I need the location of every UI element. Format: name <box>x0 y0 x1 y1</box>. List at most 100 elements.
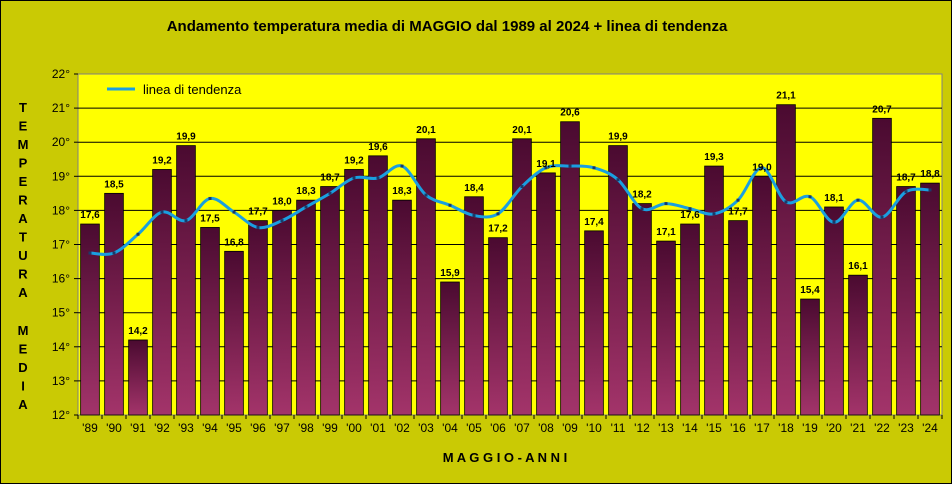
trend-point <box>784 200 788 204</box>
x-tick-label: '97 <box>274 421 290 435</box>
bar <box>848 274 868 416</box>
trend-point <box>688 207 692 211</box>
trend-point <box>184 219 188 223</box>
bar <box>200 227 220 416</box>
legend: linea di tendenza <box>107 82 242 97</box>
data-label: 20,1 <box>416 125 436 136</box>
data-label: 19,9 <box>608 132 628 143</box>
bar <box>752 175 772 416</box>
x-tick-label: '22 <box>874 421 890 435</box>
bar <box>224 250 244 416</box>
trend-point <box>448 203 452 207</box>
trend-point <box>232 210 236 214</box>
x-tick-label: '99 <box>322 421 338 435</box>
bar <box>728 220 748 416</box>
x-axis-label: M A G G I O - A N N I <box>443 450 567 465</box>
y-tick-label: 15° <box>52 306 70 320</box>
data-label: 19,1 <box>536 159 556 170</box>
data-label: 18,8 <box>920 169 940 180</box>
y-axis-label-letter: E <box>19 119 28 134</box>
x-tick-label: '95 <box>226 421 242 435</box>
x-tick-label: '23 <box>898 421 914 435</box>
y-tick-label: 20° <box>52 135 70 149</box>
trend-point <box>592 166 596 170</box>
x-tick-label: '92 <box>154 421 170 435</box>
x-tick-label: '14 <box>682 421 698 435</box>
data-label: 18,3 <box>296 186 316 197</box>
x-tick-label: '93 <box>178 421 194 435</box>
y-axis-label-letter: M <box>18 137 29 152</box>
y-axis-label-letter: A <box>18 285 28 300</box>
bar <box>320 186 340 416</box>
bar <box>296 199 316 416</box>
bar <box>152 169 172 416</box>
data-label: 19,3 <box>704 152 724 163</box>
bar <box>560 121 580 416</box>
trend-point <box>880 215 884 219</box>
x-tick-label: '94 <box>202 421 218 435</box>
x-tick-label: '08 <box>538 421 554 435</box>
trend-point <box>832 220 836 224</box>
trend-point <box>496 212 500 216</box>
trend-point <box>328 191 332 195</box>
y-axis-label-letter: M <box>18 323 29 338</box>
data-label: 14,2 <box>128 326 148 337</box>
y-tick-label: 21° <box>52 101 70 115</box>
x-tick-label: '10 <box>586 421 602 435</box>
x-tick-label: '98 <box>298 421 314 435</box>
bar <box>176 145 196 416</box>
data-label: 21,1 <box>776 91 796 102</box>
trend-point <box>376 176 380 180</box>
data-label: 17,5 <box>200 213 220 224</box>
x-tick-label: '89 <box>82 421 98 435</box>
x-tick-label: '20 <box>826 421 842 435</box>
trend-point <box>664 202 668 206</box>
trend-point <box>280 219 284 223</box>
bar <box>776 104 796 416</box>
data-label: 19,6 <box>368 142 388 153</box>
y-axis-label-letter: R <box>18 267 28 282</box>
x-tick-label: '91 <box>130 421 146 435</box>
trend-point <box>520 185 524 189</box>
bar <box>920 182 940 416</box>
bar <box>104 192 124 416</box>
y-axis-ticks: 12° 13° 14° 15° 16° 17° 18° 19° 20° 21° 22° <box>52 67 78 422</box>
y-tick-label: 22° <box>52 67 70 81</box>
x-axis-ticks: '89 '90 '91 '92 '93 '94 '95 '96 '97 '98 '99 '00 '01 '… <box>77 415 943 435</box>
y-tick-label: 18° <box>52 203 70 217</box>
trend-point <box>928 188 932 192</box>
x-tick-label: '90 <box>106 421 122 435</box>
data-label: 17,7 <box>728 207 748 218</box>
y-axis-label-letter: T <box>19 100 27 115</box>
bar <box>368 155 388 416</box>
x-tick-label: '11 <box>611 421 626 435</box>
data-label: 19,9 <box>176 132 196 143</box>
bars <box>80 104 940 416</box>
y-tick-label: 13° <box>52 374 70 388</box>
y-tick-label: 19° <box>52 169 70 183</box>
x-tick-label: '07 <box>514 421 530 435</box>
data-label: 16,8 <box>224 237 244 248</box>
x-tick-label: '19 <box>802 421 818 435</box>
data-label: 17,4 <box>584 217 604 228</box>
x-tick-label: '16 <box>730 421 746 435</box>
data-label: 20,1 <box>512 125 532 136</box>
x-tick-label: '00 <box>346 421 362 435</box>
y-axis-label-letter: T <box>19 230 27 245</box>
data-label: 18,2 <box>632 190 652 201</box>
x-tick-label: '13 <box>658 421 674 435</box>
data-label: 17,6 <box>80 210 100 221</box>
trend-line-group <box>88 164 932 256</box>
y-axis-label-letter: R <box>18 193 28 208</box>
legend-label: linea di tendenza <box>143 82 242 97</box>
trend-point <box>616 178 620 182</box>
data-label: 15,9 <box>440 268 460 279</box>
y-axis-label-letter: I <box>21 379 25 394</box>
trend-line <box>89 164 931 256</box>
trend-point <box>544 166 548 170</box>
x-tick-label: '12 <box>634 421 650 435</box>
trend-point <box>856 198 860 202</box>
bar <box>704 165 724 416</box>
